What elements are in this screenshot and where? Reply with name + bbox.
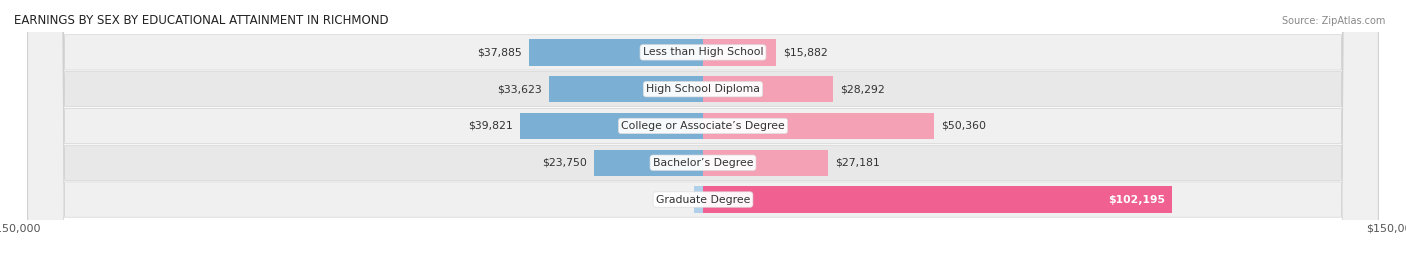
Text: $33,623: $33,623	[496, 84, 541, 94]
FancyBboxPatch shape	[28, 0, 1378, 268]
Bar	[593, 150, 703, 176]
Text: $37,885: $37,885	[478, 47, 522, 57]
Text: $50,360: $50,360	[941, 121, 986, 131]
FancyBboxPatch shape	[28, 0, 1378, 268]
Text: Less than High School: Less than High School	[643, 47, 763, 57]
Bar	[693, 186, 703, 213]
Text: High School Diploma: High School Diploma	[647, 84, 759, 94]
Text: Bachelor’s Degree: Bachelor’s Degree	[652, 158, 754, 168]
Text: $27,181: $27,181	[835, 158, 880, 168]
Text: $102,195: $102,195	[1108, 195, 1166, 204]
FancyBboxPatch shape	[28, 0, 1378, 268]
Bar	[548, 76, 703, 102]
Bar	[520, 113, 703, 139]
Text: $39,821: $39,821	[468, 121, 513, 131]
Text: Source: ZipAtlas.com: Source: ZipAtlas.com	[1281, 16, 1385, 26]
Text: $0: $0	[682, 195, 696, 204]
FancyBboxPatch shape	[28, 0, 1378, 268]
Bar	[703, 150, 828, 176]
Bar	[703, 113, 935, 139]
Bar	[703, 186, 1173, 213]
Text: EARNINGS BY SEX BY EDUCATIONAL ATTAINMENT IN RICHMOND: EARNINGS BY SEX BY EDUCATIONAL ATTAINMEN…	[14, 14, 388, 27]
Bar	[703, 76, 832, 102]
Text: College or Associate’s Degree: College or Associate’s Degree	[621, 121, 785, 131]
Text: $28,292: $28,292	[839, 84, 884, 94]
Text: Graduate Degree: Graduate Degree	[655, 195, 751, 204]
FancyBboxPatch shape	[28, 0, 1378, 268]
Text: $23,750: $23,750	[543, 158, 588, 168]
Bar	[703, 39, 776, 66]
Bar	[529, 39, 703, 66]
Text: $15,882: $15,882	[783, 47, 828, 57]
